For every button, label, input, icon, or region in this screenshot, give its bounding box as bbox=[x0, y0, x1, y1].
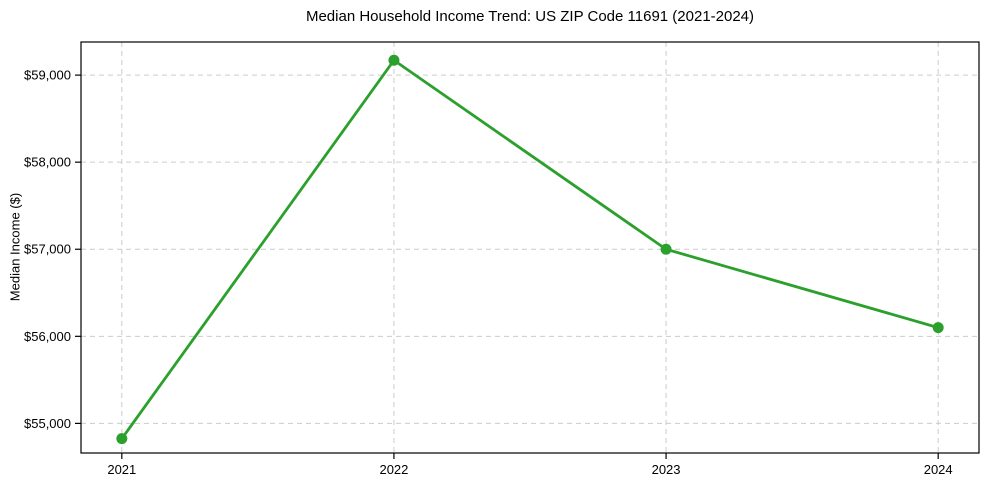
y-tick-label: $55,000 bbox=[24, 416, 71, 431]
y-tick-label: $56,000 bbox=[24, 329, 71, 344]
x-tick-label: 2022 bbox=[379, 462, 408, 477]
y-tick-label: $59,000 bbox=[24, 68, 71, 83]
x-tick-label: 2021 bbox=[107, 462, 136, 477]
data-point-2023 bbox=[660, 243, 672, 255]
data-point-2024 bbox=[932, 322, 944, 334]
y-tick-label: $58,000 bbox=[24, 155, 71, 170]
y-tick-label: $57,000 bbox=[24, 242, 71, 257]
plot-border bbox=[80, 41, 980, 454]
x-tick-label: 2023 bbox=[652, 462, 681, 477]
trend-line bbox=[120, 58, 940, 441]
data-point-2022 bbox=[388, 54, 400, 66]
chart-title: Median Household Income Trend: US ZIP Co… bbox=[305, 8, 755, 25]
data-point-2021 bbox=[116, 433, 128, 445]
x-tick-label: 2024 bbox=[924, 462, 953, 477]
